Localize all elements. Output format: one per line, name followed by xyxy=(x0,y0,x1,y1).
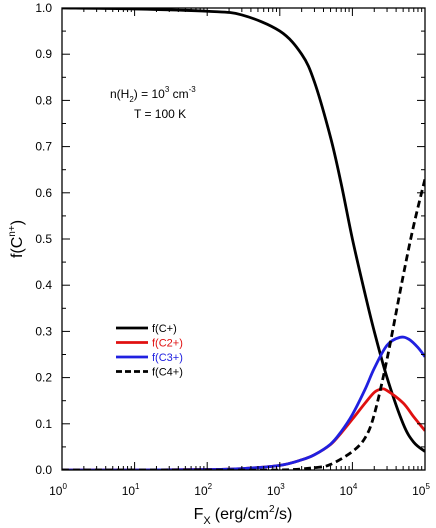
x-tick-label: 103 xyxy=(267,482,285,498)
y-tick-label: 0.0 xyxy=(35,463,52,477)
legend: f(C+) f(C2+) f(C3+) f(C4+) xyxy=(116,323,183,379)
annotation-sub: 2 xyxy=(129,95,134,104)
annotation-line2: T = 100 K xyxy=(134,107,186,121)
x-tick-label: 100 xyxy=(49,482,67,498)
y-tick-label: 0.4 xyxy=(35,278,52,292)
y-tick-label: 0.5 xyxy=(35,232,52,246)
legend-label-1: f(C+) xyxy=(152,323,177,335)
series-line-3 xyxy=(62,335,425,470)
x-tick-label: 102 xyxy=(194,482,212,498)
annotation-line1: n(H2) = 103 cm-3 xyxy=(110,85,196,104)
x-tick-label: 101 xyxy=(122,482,140,498)
y-tick-label: 1.0 xyxy=(35,1,52,15)
x-tick-label: 104 xyxy=(339,482,357,498)
x-tick-label: 105 xyxy=(412,482,430,498)
annotation: n(H2) = 103 cm-3 T = 100 K xyxy=(110,85,196,121)
y-tick-label: 0.1 xyxy=(35,417,52,431)
legend-label-3: f(C3+) xyxy=(152,352,183,364)
labels-layer: 100 101 102 103 104 105 0.0 0.1 0.2 0.3 0.4 0.5 0.6 0… xyxy=(35,1,430,498)
y-tick-label: 0.6 xyxy=(35,186,52,200)
y-tick-label: 0.7 xyxy=(35,140,52,154)
y-tick-label: 0.9 xyxy=(35,47,52,61)
y-tick-label: 0.3 xyxy=(35,324,52,338)
x-axis-title: FX (erg/cm2/s) xyxy=(194,504,293,527)
y-tick-label: 0.2 xyxy=(35,371,52,385)
series-line-1 xyxy=(62,8,425,453)
legend-label-4: f(C4+) xyxy=(152,367,183,379)
legend-label-2: f(C2+) xyxy=(152,338,183,350)
y-tick-label: 0.8 xyxy=(35,93,52,107)
y-axis-title: f(Cn+) xyxy=(7,220,26,258)
series-line-4 xyxy=(62,178,425,470)
ticks-layer xyxy=(61,7,426,471)
series-layer xyxy=(62,8,425,470)
